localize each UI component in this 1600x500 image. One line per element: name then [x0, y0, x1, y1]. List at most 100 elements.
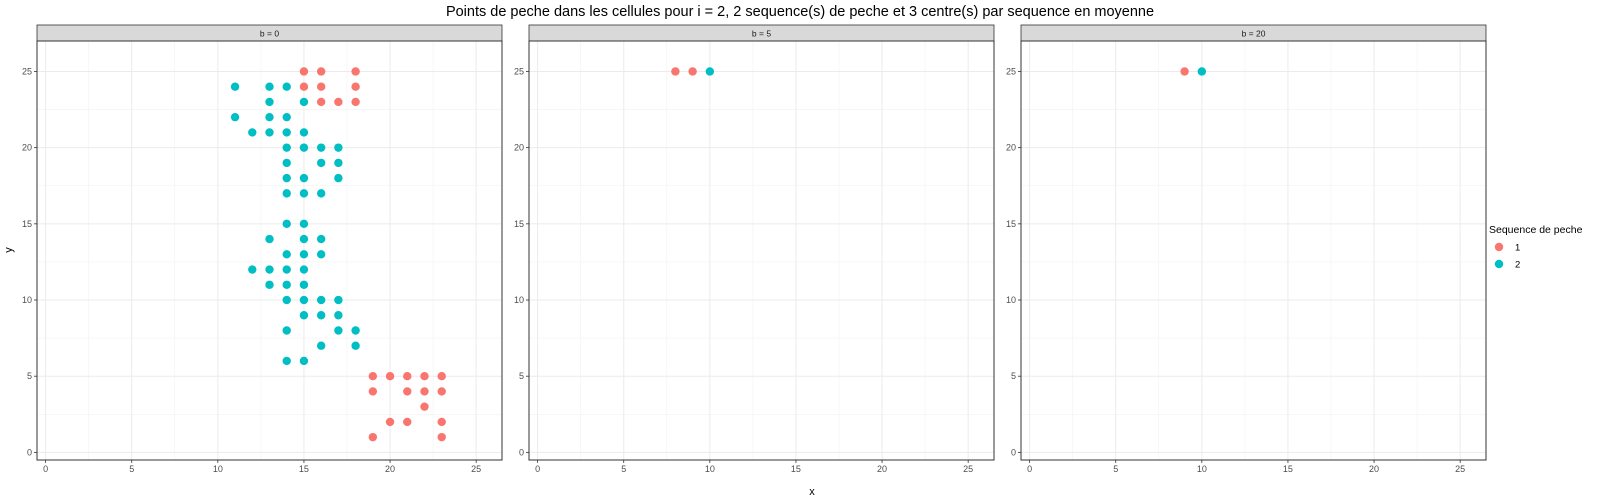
- data-point-series-1: [316, 97, 326, 107]
- panel-border: [1020, 40, 1487, 461]
- y-tick-label: 25: [1006, 66, 1016, 76]
- data-point-series-2: [334, 158, 343, 168]
- data-point-series-2: [299, 143, 309, 152]
- x-tick-label: 10: [705, 464, 715, 474]
- data-point-series-2: [282, 112, 291, 122]
- x-tick-label: 20: [385, 464, 395, 474]
- data-point-series-1: [437, 387, 446, 396]
- data-point-series-2: [299, 356, 309, 366]
- x-axis-title: x: [809, 486, 815, 498]
- data-point-series-2: [334, 295, 343, 305]
- legend: Sequence de peche 12: [1489, 224, 1583, 271]
- legend-title: Sequence de peche: [1489, 224, 1583, 236]
- x-tick-label: 15: [299, 464, 309, 474]
- data-point-series-2: [299, 173, 309, 183]
- data-point-series-2: [265, 280, 274, 289]
- y-tick-label: 25: [22, 66, 32, 76]
- y-axis-title: y: [3, 247, 15, 253]
- data-point-series-2: [299, 189, 309, 198]
- panel-background: [529, 41, 994, 460]
- data-point-series-2: [265, 234, 274, 244]
- data-point-series-2: [316, 234, 326, 244]
- data-point-series-2: [282, 143, 291, 152]
- data-point-series-2: [299, 311, 309, 320]
- data-point-series-2: [265, 97, 274, 107]
- data-point-series-1: [368, 372, 378, 381]
- x-tick-label: 15: [1283, 464, 1293, 474]
- data-point-series-1: [299, 67, 309, 76]
- data-point-series-2: [265, 128, 274, 137]
- y-tick-label: 0: [1011, 447, 1016, 457]
- y-tick-label: 15: [22, 219, 32, 229]
- data-point-series-2: [282, 356, 291, 366]
- x-tick-label: 25: [1455, 464, 1465, 474]
- data-point-series-1: [351, 67, 360, 76]
- data-point-series-2: [282, 173, 291, 183]
- data-point-series-1: [437, 372, 446, 381]
- data-point-series-2: [351, 341, 360, 350]
- x-tick-label: 0: [1027, 464, 1032, 474]
- data-point-series-2: [282, 128, 291, 137]
- data-point-series-1: [403, 372, 412, 381]
- data-point-series-1: [671, 67, 680, 76]
- y-tick-label: 20: [514, 143, 524, 153]
- data-point-series-2: [299, 280, 309, 289]
- panel-background: [1021, 41, 1486, 460]
- y-tick-label: 10: [22, 295, 32, 305]
- facet-panel-3: b = 20 0 5 10 15 20 25 0 5 10 15 20 25: [1006, 24, 1487, 474]
- data-point-series-2: [282, 295, 291, 305]
- y-tick-label: 20: [22, 143, 32, 153]
- y-tick-label: 10: [514, 295, 524, 305]
- x-tick-label: 5: [621, 464, 626, 474]
- panel-border: [528, 40, 995, 461]
- data-point-series-1: [385, 372, 395, 381]
- data-point-series-1: [420, 387, 429, 396]
- data-point-series-1: [299, 82, 309, 91]
- data-point-series-2: [282, 158, 291, 168]
- y-tick-label: 5: [27, 371, 32, 381]
- data-point-series-1: [334, 97, 343, 107]
- data-point-series-2: [282, 189, 291, 198]
- facet-strip-label: b = 0: [260, 29, 279, 39]
- x-tick-label: 15: [791, 464, 801, 474]
- data-point-series-2: [299, 234, 309, 244]
- y-tick-label: 5: [1011, 371, 1016, 381]
- data-point-series-1: [1180, 67, 1189, 76]
- x-tick-label: 25: [963, 464, 973, 474]
- data-point-series-1: [316, 67, 326, 76]
- x-tick-label: 20: [877, 464, 887, 474]
- data-point-series-1: [420, 402, 429, 411]
- y-tick-label: 15: [514, 219, 524, 229]
- data-point-series-2: [230, 112, 240, 122]
- data-point-series-2: [265, 112, 274, 122]
- facet-strip-label: b = 5: [752, 29, 771, 39]
- data-point-series-1: [437, 432, 446, 442]
- facet-panels: b = 0 0 5 10 15 20 25 0 5 10 15 20 25 b = 5 0 5 10 15 20 25…: [22, 24, 1487, 474]
- data-point-series-1: [351, 82, 360, 91]
- x-tick-label: 0: [535, 464, 540, 474]
- data-point-series-2: [282, 326, 291, 335]
- x-tick-label: 20: [1369, 464, 1379, 474]
- data-point-series-2: [351, 326, 360, 335]
- data-point-series-2: [282, 250, 291, 259]
- data-point-series-2: [299, 97, 309, 107]
- data-point-series-2: [299, 128, 309, 137]
- legend-entries: 12: [1494, 243, 1520, 271]
- panel-border: [36, 40, 503, 461]
- data-point-series-2: [299, 250, 309, 259]
- data-point-series-2: [316, 143, 326, 152]
- facet-strip-label: b = 20: [1242, 29, 1266, 39]
- data-point-series-2: [316, 250, 326, 259]
- legend-key-2: [1494, 259, 1504, 269]
- y-tick-label: 15: [1006, 219, 1016, 229]
- data-point-series-2: [316, 189, 326, 198]
- facet-panel-1: b = 0 0 5 10 15 20 25 0 5 10 15 20 25: [22, 24, 503, 474]
- data-point-series-1: [403, 417, 412, 427]
- x-tick-label: 25: [471, 464, 481, 474]
- data-point-series-2: [265, 265, 274, 274]
- y-tick-label: 10: [1006, 295, 1016, 305]
- data-point-series-2: [316, 158, 326, 168]
- data-point-series-1: [403, 387, 412, 396]
- data-point-series-2: [334, 143, 343, 152]
